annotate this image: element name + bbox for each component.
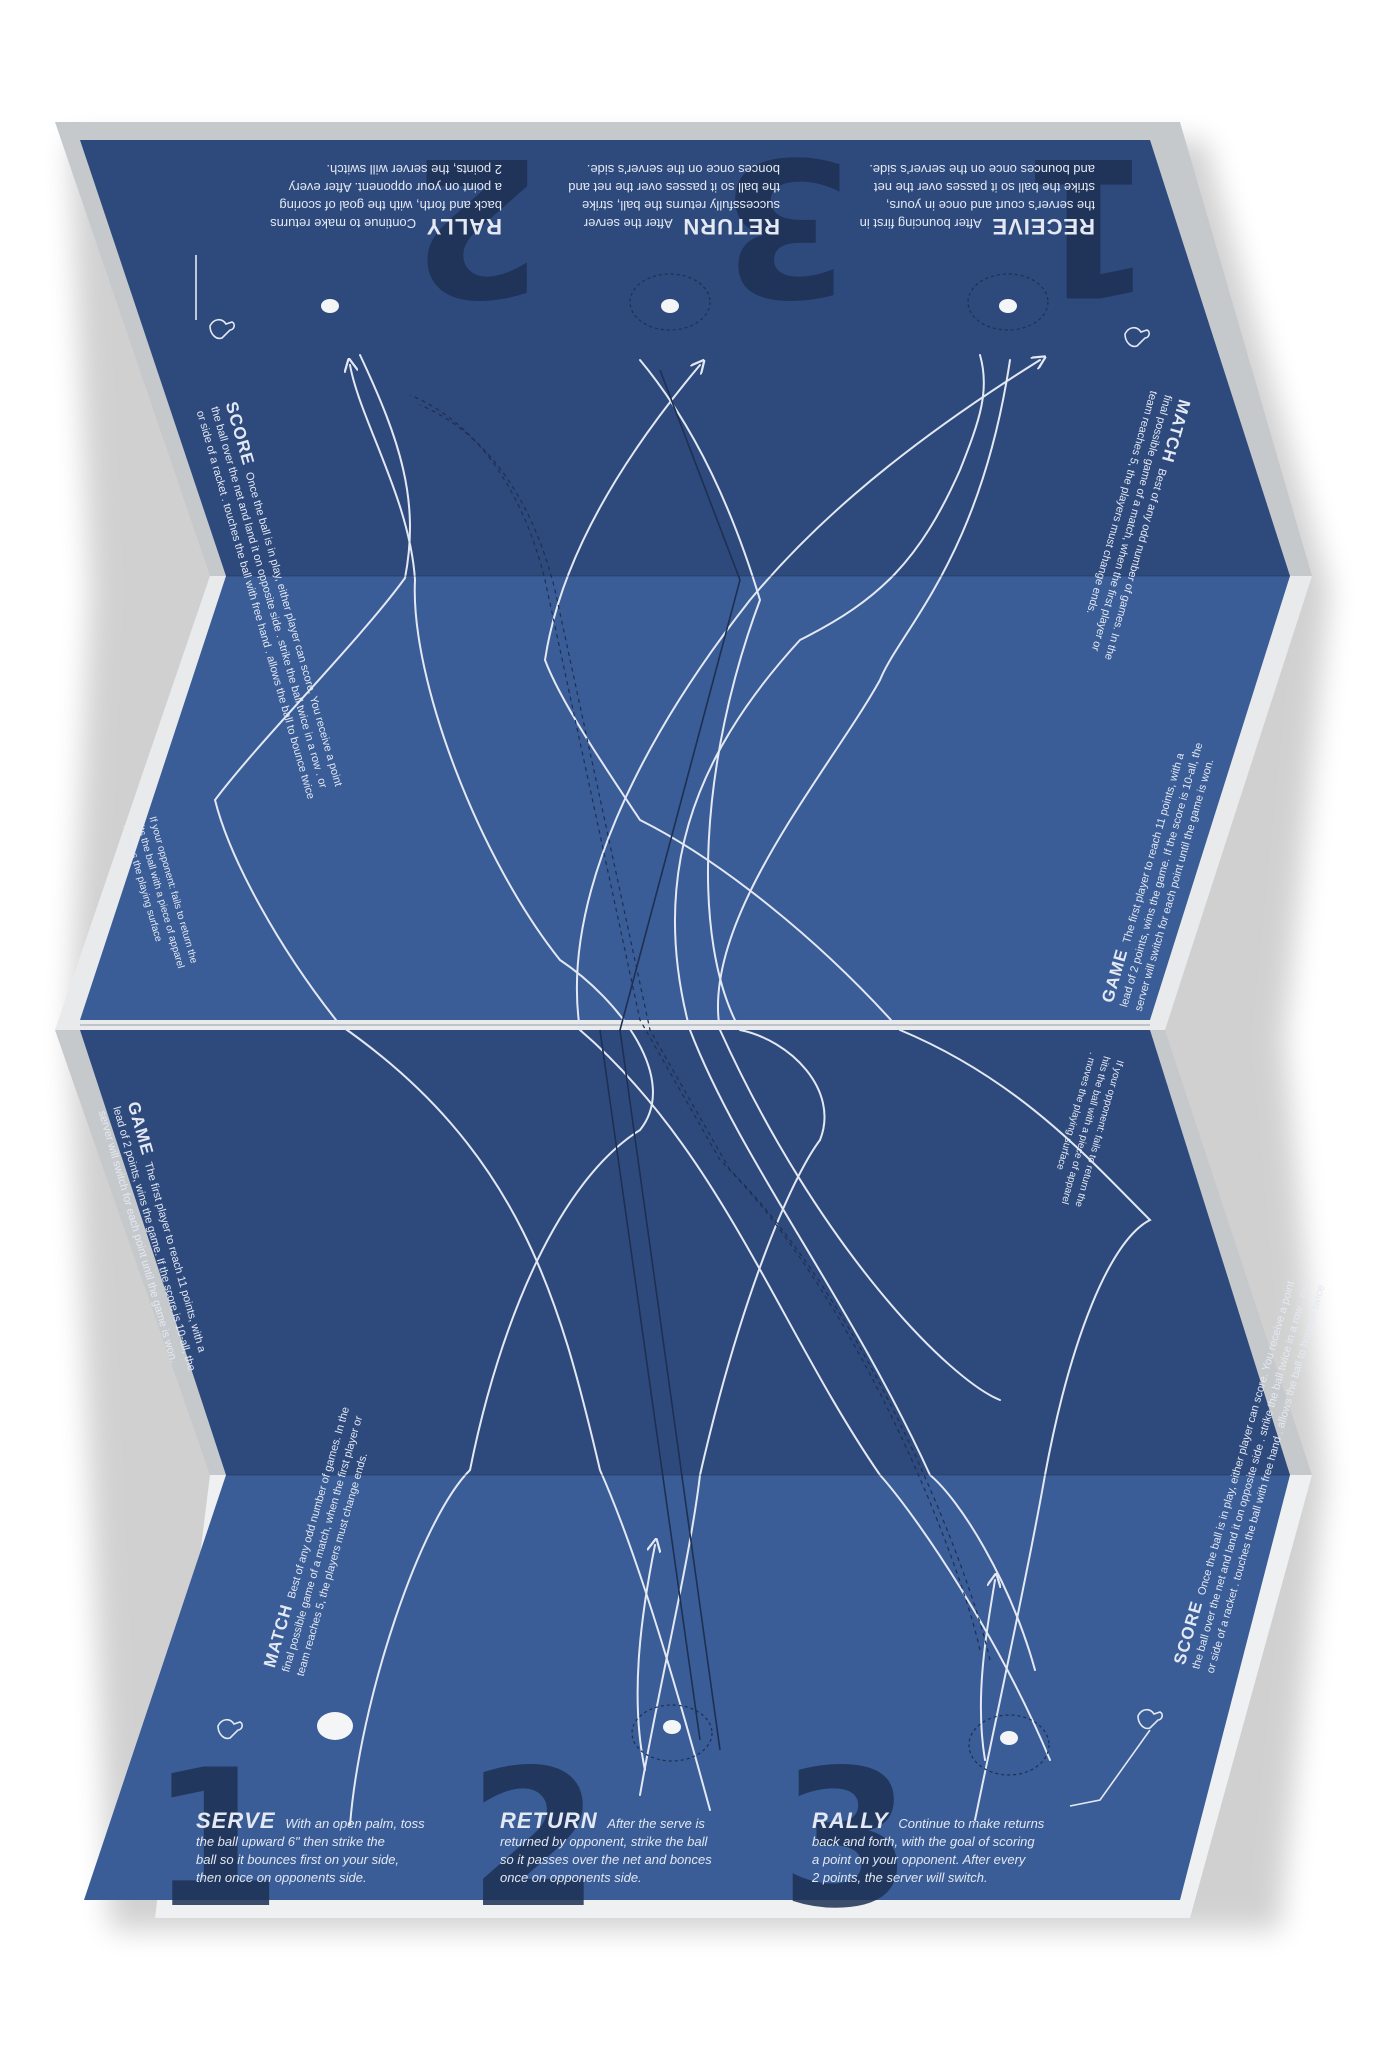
serve-title: SERVE bbox=[196, 1808, 276, 1833]
rally-text-3: a point on your opponent. After every bbox=[812, 1852, 1026, 1867]
receive-block: RECEIVE After bouncing first in the serv… bbox=[815, 160, 1095, 239]
return-text-2: returned by opponent, strike the ball bbox=[500, 1834, 708, 1849]
receive-text-1: After bouncing first in bbox=[859, 216, 982, 231]
top-rally-text-1: Continue to make returns bbox=[270, 216, 417, 231]
top-rally-text-4: 2 points, the server will switch. bbox=[326, 162, 502, 177]
panel-1 bbox=[80, 140, 1290, 576]
ball-serve bbox=[317, 1712, 353, 1740]
receive-text-3: strike the ball so it passes over the ne… bbox=[873, 180, 1095, 195]
rally-text-1: Continue to make returns bbox=[898, 1816, 1045, 1831]
receive-title: RECEIVE bbox=[991, 214, 1095, 239]
top-return-title: RETURN bbox=[682, 214, 780, 239]
return-block: RETURN After the serve is returned by op… bbox=[500, 1810, 800, 1887]
balls bbox=[317, 299, 1018, 1745]
receive-text-2: the server's court and once in yours, bbox=[885, 198, 1095, 213]
rally-title: RALLY bbox=[812, 1808, 889, 1833]
serve-text-1: With an open palm, toss bbox=[285, 1816, 425, 1831]
return-text-1: After the serve is bbox=[607, 1816, 705, 1831]
top-return-text-4: bonces once on the server's side. bbox=[586, 162, 780, 177]
big-numeral-1: 1 bbox=[150, 1729, 283, 1950]
big-numeral-3: 3 bbox=[780, 1729, 913, 1950]
rally-block: RALLY Continue to make returns back and … bbox=[812, 1810, 1132, 1887]
top-return-block: RETURN After the server successfully ret… bbox=[520, 160, 780, 239]
blue-panels bbox=[80, 140, 1290, 1900]
ball-top-receive bbox=[999, 299, 1017, 313]
net-line-1 bbox=[619, 369, 741, 1751]
big-numeral-2: 2 bbox=[468, 1729, 601, 1950]
trajectory-5 bbox=[673, 354, 1036, 1671]
top-return-text-1: After the server bbox=[583, 216, 673, 231]
top-rally-text-2: back and forth, with the goal of scoring bbox=[279, 198, 502, 213]
panel-3 bbox=[80, 1030, 1290, 1475]
return-text-4: once on opponents side. bbox=[500, 1870, 642, 1885]
hand-icon bbox=[1137, 1708, 1163, 1730]
top-return-text-3: the ball so it passes over the net and bbox=[568, 180, 780, 195]
dashed-guide-2 bbox=[419, 404, 991, 1661]
fold-seams bbox=[80, 575, 1290, 1476]
bounce-indicators bbox=[629, 273, 1050, 1776]
hand-icons bbox=[195, 255, 1163, 1807]
trajectory-4 bbox=[543, 365, 1152, 1821]
ball-top-rally bbox=[321, 299, 339, 313]
trajectory-1 bbox=[350, 365, 654, 1826]
dashed-guides bbox=[409, 394, 991, 1661]
serve-text-2: the ball upward 6" then strike the bbox=[196, 1834, 385, 1849]
ball-return bbox=[663, 1720, 681, 1734]
ball-rally bbox=[1000, 1731, 1018, 1745]
trajectory-6 bbox=[576, 360, 1051, 1761]
serve-text-3: ball so it bounces first on your side, bbox=[196, 1852, 400, 1867]
trajectory-9 bbox=[636, 1545, 655, 1771]
net-lines bbox=[599, 369, 741, 1751]
trajectory-2 bbox=[213, 354, 711, 1811]
return-text-3: so it passes over the net and bonces bbox=[500, 1852, 712, 1867]
rally-text-4: 2 points, the server will switch. bbox=[812, 1870, 988, 1885]
receive-text-4: and bounces once on the server's side. bbox=[869, 162, 1095, 177]
serve-text-4: then once on opponents side. bbox=[196, 1870, 367, 1885]
trajectory-3 bbox=[639, 359, 826, 1796]
hand-icon bbox=[209, 318, 235, 340]
rally-text-2: back and forth, with the goal of scoring bbox=[812, 1834, 1035, 1849]
ball-top-return bbox=[661, 299, 679, 313]
trajectory-10 bbox=[979, 1580, 995, 1761]
top-return-text-2: successfully returns the ball, strike bbox=[582, 198, 780, 213]
net-line-2 bbox=[599, 1029, 701, 1741]
ball-trajectories bbox=[213, 354, 1152, 1826]
top-rally-text-3: a point on your opponent. After every bbox=[288, 180, 502, 195]
panel-2 bbox=[80, 576, 1290, 1020]
trajectory-7 bbox=[717, 359, 1011, 1401]
leader-line bbox=[1069, 1729, 1151, 1807]
top-rally-block: RALLY Continue to make returns back and … bbox=[212, 160, 502, 239]
serve-block: SERVE With an open palm, toss the ball u… bbox=[196, 1810, 496, 1887]
hand-icon bbox=[217, 1718, 243, 1740]
return-title: RETURN bbox=[500, 1808, 598, 1833]
top-rally-title: RALLY bbox=[425, 214, 502, 239]
hand-icon bbox=[1124, 326, 1150, 348]
